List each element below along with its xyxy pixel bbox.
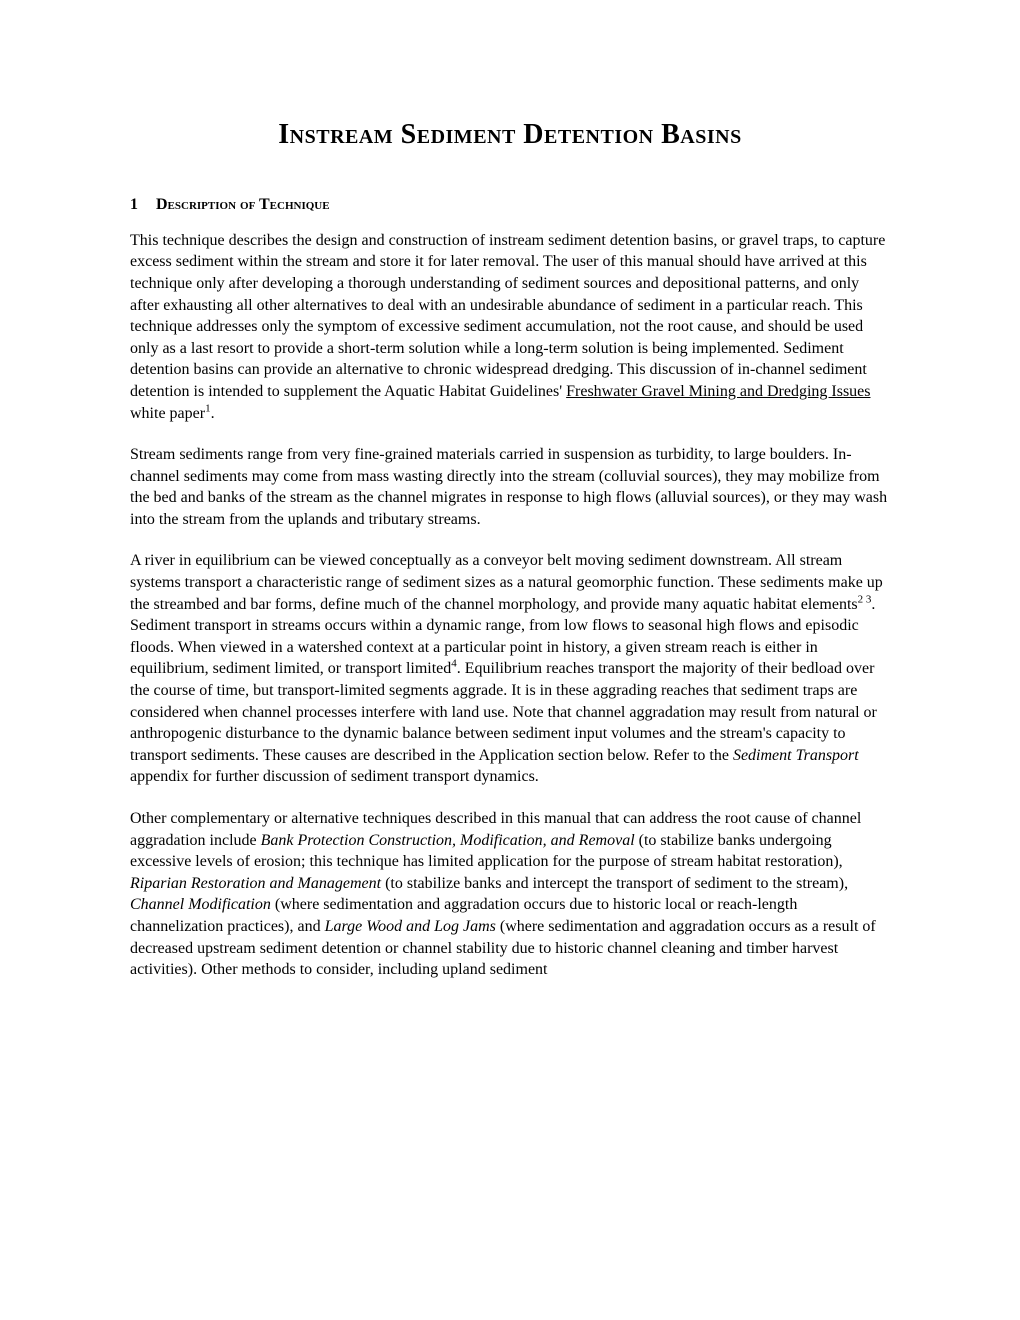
p3-footnote-ref-1: 2 3 [858,593,872,605]
paragraph-1: This technique describes the design and … [130,230,890,424]
paragraph-3: A river in equilibrium can be viewed con… [130,550,890,788]
p3-italic-appendix: Sediment Transport [733,747,859,764]
paragraph-2: Stream sediments range from very fine-gr… [130,444,890,530]
section-heading: 1 Description of Technique [130,196,890,214]
document-page: Instream Sediment Detention Basins 1 Desc… [0,0,1020,1061]
p1-text-1: This technique describes the design and … [130,232,885,400]
document-title: Instream Sediment Detention Basins [130,119,890,151]
p4-text-3: (to stabilize banks and intercept the tr… [381,875,848,892]
p4-italic-1: Bank Protection Construction, Modificati… [261,832,635,849]
p1-text-3: . [211,405,215,422]
section-heading-text: Description of Technique [156,196,330,213]
p3-text-1: A river in equilibrium can be viewed con… [130,552,883,612]
p1-underlined-title: Freshwater Gravel Mining and Dredging Is… [566,383,870,400]
p1-text-2: white paper [130,405,205,422]
p4-italic-3: Channel Modification [130,896,271,913]
paragraph-4: Other complementary or alternative techn… [130,808,890,981]
p4-italic-4: Large Wood and Log Jams [325,918,496,935]
p3-text-4: appendix for further discussion of sedim… [130,768,539,785]
p4-italic-2: Riparian Restoration and Management [130,875,381,892]
section-number: 1 [130,196,138,213]
